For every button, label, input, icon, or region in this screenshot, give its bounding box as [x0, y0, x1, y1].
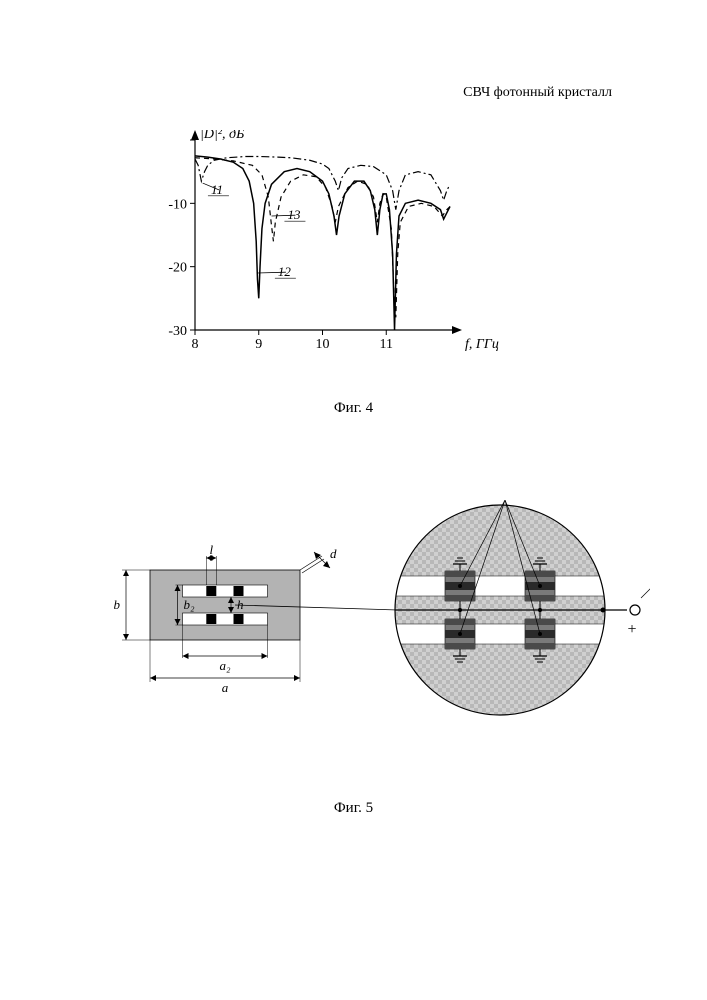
svg-text:12: 12	[278, 264, 292, 279]
svg-text:+: +	[627, 621, 636, 638]
figure-4: 8 9 10 11 -30 -20 -10 |D|², дБ f, ГГц 11 12 13	[140, 130, 540, 385]
fig4-caption: Фиг. 4	[0, 400, 707, 417]
svg-text:l: l	[209, 542, 213, 557]
svg-text:-10: -10	[168, 197, 187, 212]
fig5-diagram: aa₂bb₂hld12+	[90, 500, 650, 760]
fig5-caption: Фиг. 5	[0, 800, 707, 817]
svg-text:h: h	[237, 597, 244, 612]
svg-text:10: 10	[316, 337, 330, 352]
svg-text:11: 11	[380, 337, 393, 352]
fig5-caption-text: Фиг. 5	[334, 800, 373, 816]
svg-text:11: 11	[211, 182, 223, 197]
svg-text:8: 8	[192, 337, 199, 352]
svg-text:d: d	[330, 546, 337, 561]
svg-text:a: a	[222, 680, 229, 695]
svg-text:-20: -20	[168, 261, 187, 276]
svg-text:b: b	[114, 597, 121, 612]
svg-text:13: 13	[287, 207, 301, 222]
svg-text:-30: -30	[168, 324, 187, 339]
figure-5: aa₂bb₂hld12+	[90, 500, 620, 750]
svg-text:b₂: b₂	[184, 597, 196, 612]
fig4-chart: 8 9 10 11 -30 -20 -10 |D|², дБ f, ГГц 11 12 13	[140, 130, 540, 380]
page-header: СВЧ фотонный кристалл	[463, 85, 612, 101]
header-title: СВЧ фотонный кристалл	[463, 85, 612, 100]
fig4-caption-text: Фиг. 4	[334, 400, 373, 416]
svg-text:|D|², дБ: |D|², дБ	[200, 130, 244, 142]
svg-text:a₂: a₂	[219, 658, 231, 673]
svg-text:f, ГГц: f, ГГц	[465, 337, 499, 352]
svg-text:9: 9	[255, 337, 262, 352]
